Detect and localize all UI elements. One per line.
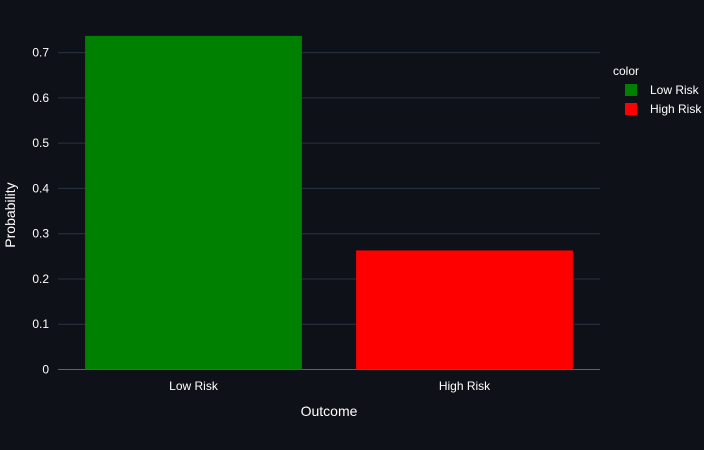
x-tick-label: Low Risk [169,379,219,393]
y-tick-label: 0.3 [32,227,49,241]
bar-low-risk[interactable] [85,35,302,370]
legend-label[interactable]: High Risk [650,102,702,116]
legend-label[interactable]: Low Risk [650,83,700,97]
y-axis-ticks: 0 0.1 0.2 0.3 0.4 0.5 0.6 0.7 [32,46,49,377]
y-tick-label: 0.5 [32,136,49,150]
bars [85,35,573,370]
y-tick-label: 0.6 [32,91,49,105]
legend: color Low Risk High Risk [613,64,702,116]
legend-entries: Low Risk High Risk [625,83,702,116]
y-tick-label: 0.4 [32,181,49,195]
x-axis-ticks: Low Risk High Risk [169,379,491,393]
legend-swatch[interactable] [625,84,637,96]
y-tick-label: 0.2 [32,272,49,286]
x-tick-label: High Risk [439,379,491,393]
legend-swatch[interactable] [625,103,637,115]
y-tick-label: 0.1 [32,317,49,331]
y-axis-title: Probability [2,182,18,247]
x-axis-title: Outcome [301,403,358,419]
y-tick-label: 0 [42,363,49,377]
y-tick-label: 0.7 [32,46,49,60]
legend-title: color [613,64,639,78]
bar-high-risk[interactable] [356,250,573,370]
